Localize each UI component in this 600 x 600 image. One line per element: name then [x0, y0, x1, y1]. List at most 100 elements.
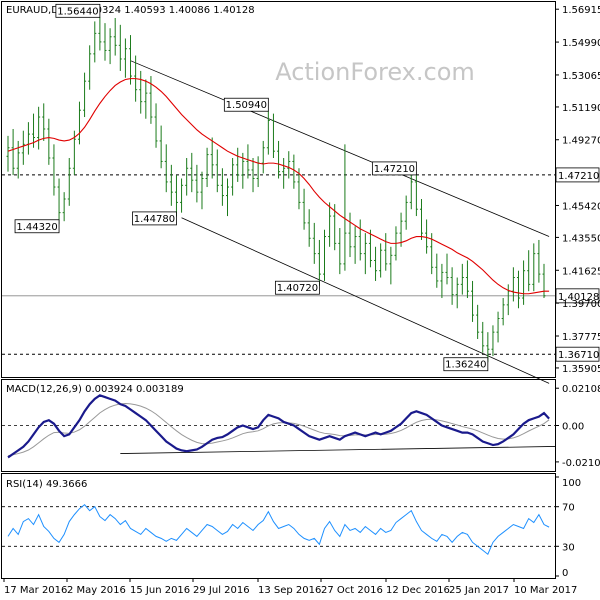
candle — [169, 164, 173, 206]
candle — [440, 263, 444, 299]
candle — [297, 168, 301, 210]
candle — [465, 260, 469, 299]
candle — [67, 158, 71, 206]
macd-y-axis: 0.021087 0.00 -0.021041 — [555, 384, 600, 469]
x-tick-label: 25 Jan 2017 — [449, 585, 509, 596]
price-label-box — [55, 3, 101, 18]
candle — [450, 267, 454, 305]
price-label-box — [132, 211, 177, 226]
x-tick-label: 29 Jul 2016 — [193, 585, 250, 596]
price-label: 1.44780 — [134, 214, 175, 225]
candle — [338, 228, 342, 275]
candle — [455, 277, 459, 309]
y-tick-label: 1.43550 — [562, 233, 600, 244]
candle — [287, 151, 291, 179]
y-tick-label: 1.54990 — [562, 38, 600, 49]
price-label: 1.56440 — [57, 6, 98, 17]
x-tick-label: 12 Dec 2016 — [386, 585, 450, 596]
rsi-y-axis: 100 70 30 0 — [555, 476, 581, 579]
candle — [190, 152, 194, 193]
candle — [246, 144, 250, 179]
candle — [118, 24, 122, 71]
candle — [501, 298, 505, 326]
candle — [322, 229, 326, 281]
candle — [384, 233, 388, 271]
candle — [231, 158, 235, 196]
level-label: 1.47210 — [558, 171, 599, 182]
candle — [542, 263, 546, 299]
candle — [236, 147, 240, 182]
candle — [282, 158, 286, 189]
candle — [343, 144, 347, 271]
candle — [460, 263, 464, 295]
candle — [62, 192, 66, 222]
candle — [180, 178, 184, 213]
candle — [159, 125, 163, 169]
candle — [389, 246, 393, 285]
candle — [522, 260, 526, 305]
candle — [368, 229, 372, 268]
candle — [312, 222, 316, 264]
price-label: 1.44320 — [16, 222, 57, 233]
x-tick-label: 10 Mar 2017 — [514, 585, 577, 596]
candle — [261, 140, 265, 174]
price-label: 1.50940 — [226, 100, 267, 111]
macd-trendline — [120, 446, 556, 454]
price-panel-frame — [1, 1, 556, 378]
candle — [103, 23, 107, 61]
candle — [532, 243, 536, 292]
candle — [496, 311, 500, 343]
macd-label: MACD(12,26,9) 0.003924 0.003189 — [6, 384, 184, 395]
price-label-box — [223, 97, 269, 112]
level-label-box — [555, 346, 600, 362]
price-label-box — [274, 280, 320, 295]
x-tick-label: 13 Sep 2016 — [258, 585, 321, 596]
x-tick-label: 27 Oct 2016 — [321, 585, 383, 596]
candle — [328, 202, 332, 247]
candle — [93, 21, 97, 63]
y-tick-label: 1.37775 — [562, 332, 600, 343]
candle — [195, 164, 199, 203]
candle — [174, 175, 178, 217]
rsi-y-tick-label: 0 — [562, 568, 568, 579]
candle — [266, 111, 270, 155]
price-label-box — [443, 357, 489, 372]
macd-y-tick-label: 0.00 — [562, 422, 584, 433]
rsi-line — [7, 504, 550, 556]
price-annotations: 1.56440 1.50940 1.47210 1.44780 1.44320 1.407… — [14, 3, 600, 372]
candle — [358, 219, 362, 261]
candle — [271, 113, 275, 159]
candle — [164, 144, 168, 193]
macd-y-tick-label: 0.021087 — [562, 384, 600, 395]
macd-zero-line — [2, 425, 556, 454]
candle — [113, 18, 117, 56]
y-tick-label: 1.53065 — [562, 71, 600, 82]
x-tick-label: 2 May 2016 — [67, 585, 126, 596]
candle — [419, 198, 423, 240]
candle — [139, 70, 143, 114]
y-tick-label: 1.49270 — [562, 136, 600, 147]
rsi-y-tick-label: 70 — [562, 503, 575, 514]
candle — [88, 45, 92, 90]
ma-line — [7, 78, 550, 295]
candle — [307, 209, 311, 247]
moving-average — [7, 78, 550, 295]
candle — [317, 239, 321, 286]
candle — [379, 243, 383, 278]
candle — [363, 233, 367, 275]
candle — [409, 174, 413, 210]
candle — [302, 188, 306, 230]
candle — [6, 135, 10, 172]
macd-lines — [7, 394, 550, 459]
price-candles — [6, 17, 546, 363]
candle — [277, 140, 281, 179]
watermark: ActionForex.com — [275, 58, 475, 86]
x-axis: 17 Mar 2016 2 May 2016 15 Jun 2016 29 Jul 2… — [3, 578, 577, 596]
candle — [481, 321, 485, 353]
candle — [11, 128, 15, 176]
candle — [241, 152, 245, 189]
candle — [77, 101, 81, 145]
level-label: 1.36710 — [558, 350, 599, 361]
candle — [129, 35, 133, 85]
